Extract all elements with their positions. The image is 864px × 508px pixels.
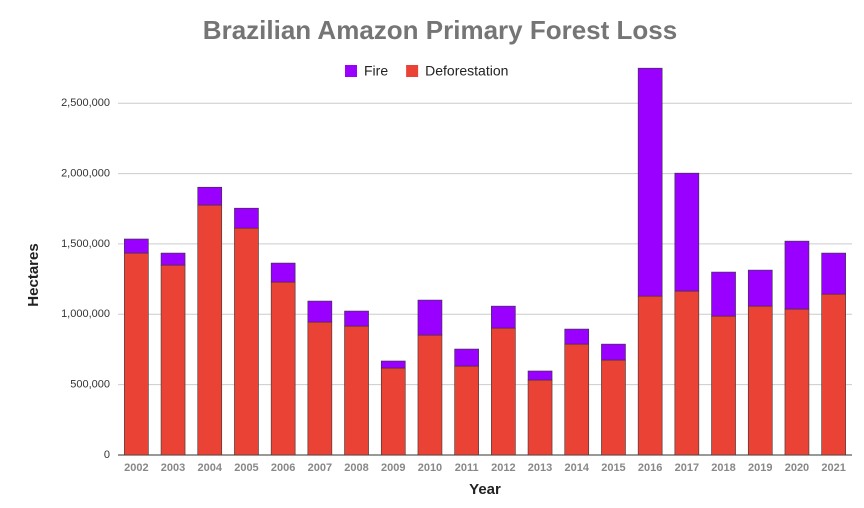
bar-segment bbox=[307, 300, 333, 323]
x-tick-label: 2013 bbox=[528, 462, 552, 474]
y-axis-label: Hectares bbox=[25, 243, 42, 306]
bar-segment bbox=[270, 281, 296, 456]
x-tick-label: 2007 bbox=[308, 462, 332, 474]
bar-segment bbox=[784, 240, 810, 310]
x-tick-label: 2021 bbox=[821, 462, 845, 474]
bar-segment bbox=[491, 305, 516, 329]
bar-segment bbox=[417, 334, 443, 456]
bar-segment bbox=[637, 67, 663, 297]
chart-title: Brazilian Amazon Primary Forest Loss bbox=[203, 15, 677, 45]
bar-segment bbox=[454, 365, 479, 456]
bar-segment bbox=[234, 207, 259, 229]
bar-segment bbox=[821, 252, 846, 295]
bar-segment bbox=[601, 343, 626, 361]
bar-segment bbox=[234, 227, 259, 456]
bar-segment bbox=[160, 252, 186, 266]
y-tick-label: 0 bbox=[104, 449, 110, 461]
bar-segment bbox=[747, 269, 773, 307]
bar-segment bbox=[344, 310, 369, 327]
bar-segment bbox=[197, 186, 223, 206]
bar-segment bbox=[637, 295, 663, 456]
bar-segment bbox=[784, 308, 810, 456]
x-tick-label: 2005 bbox=[234, 462, 258, 474]
bar-segment bbox=[711, 315, 736, 456]
legend-label: Deforestation bbox=[425, 63, 508, 79]
bar-segment bbox=[197, 204, 223, 456]
bar-segment bbox=[380, 367, 406, 456]
x-tick-label: 2010 bbox=[418, 462, 442, 474]
bar-segment bbox=[564, 328, 590, 345]
x-tick-label: 2003 bbox=[161, 462, 185, 474]
bar-segment bbox=[380, 360, 406, 369]
x-tick-label: 2006 bbox=[271, 462, 295, 474]
bar-segment bbox=[674, 290, 700, 456]
x-tick-label: 2017 bbox=[675, 462, 699, 474]
y-tick-label: 1,500,000 bbox=[61, 238, 110, 250]
x-tick-label: 2009 bbox=[381, 462, 405, 474]
y-tick-label: 2,000,000 bbox=[61, 167, 110, 179]
x-tick-label: 2014 bbox=[565, 462, 590, 474]
bar-segment bbox=[344, 325, 369, 456]
bar-segment bbox=[491, 327, 516, 456]
x-tick-label: 2004 bbox=[198, 462, 223, 474]
x-tick-label: 2016 bbox=[638, 462, 662, 474]
legend-swatch bbox=[406, 65, 419, 77]
legend-label: Fire bbox=[364, 63, 388, 79]
bar-segment bbox=[307, 321, 333, 456]
x-tick-label: 2012 bbox=[491, 462, 515, 474]
x-axis-label: Year bbox=[469, 481, 501, 498]
legend-swatch bbox=[345, 65, 357, 77]
x-tick-label: 2011 bbox=[455, 462, 479, 474]
bar-segment bbox=[711, 271, 736, 317]
bar-segment bbox=[417, 299, 443, 336]
x-tick-label: 2019 bbox=[748, 462, 772, 474]
bar-segment bbox=[527, 370, 553, 381]
bar-segment bbox=[160, 264, 186, 456]
bar-segment bbox=[747, 305, 773, 456]
x-tick-label: 2020 bbox=[785, 462, 809, 474]
y-tick-label: 1,000,000 bbox=[61, 308, 110, 320]
y-tick-label: 500,000 bbox=[70, 379, 110, 391]
bar-segment bbox=[124, 238, 149, 254]
bar-segment bbox=[821, 293, 846, 456]
bar-segment bbox=[527, 379, 553, 456]
bar-segment bbox=[270, 262, 296, 283]
bar-segment bbox=[601, 359, 626, 456]
bar-segment bbox=[124, 252, 149, 456]
x-tick-label: 2018 bbox=[711, 462, 735, 474]
bar-segment bbox=[564, 343, 590, 456]
bar-segment bbox=[454, 348, 479, 367]
x-tick-label: 2002 bbox=[124, 462, 148, 474]
x-tick-label: 2015 bbox=[601, 462, 625, 474]
y-tick-label: 2,500,000 bbox=[61, 97, 110, 109]
bar-segment bbox=[674, 172, 700, 292]
x-tick-label: 2008 bbox=[344, 462, 368, 474]
